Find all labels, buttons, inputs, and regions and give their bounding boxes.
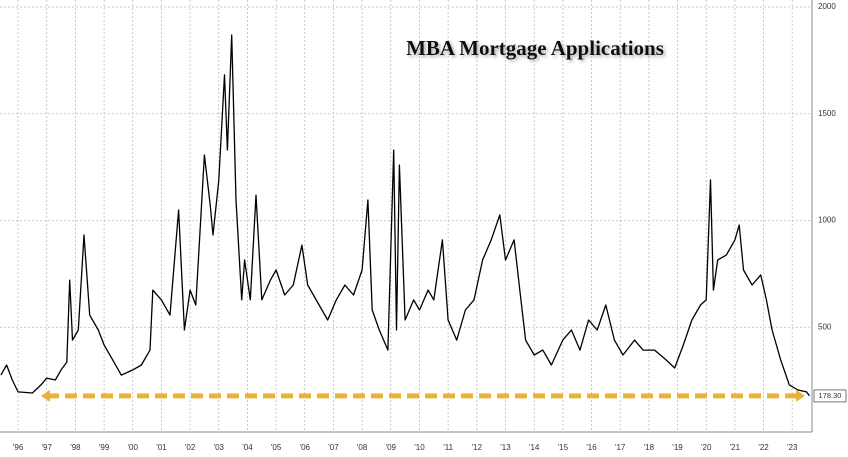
x-tick-label: '14 bbox=[529, 443, 540, 452]
x-tick-label: '16 bbox=[586, 443, 597, 452]
x-tick-label: '03 bbox=[214, 443, 225, 452]
x-tick-label: '20 bbox=[701, 443, 712, 452]
x-tick-label: '19 bbox=[672, 443, 683, 452]
x-tick-label: '05 bbox=[271, 443, 282, 452]
x-tick-label: '06 bbox=[300, 443, 311, 452]
x-tick-label: '04 bbox=[242, 443, 253, 452]
x-tick-label: '18 bbox=[644, 443, 655, 452]
y-tick-label: 1500 bbox=[818, 109, 836, 118]
x-tick-label: '08 bbox=[357, 443, 368, 452]
x-tick-label: '02 bbox=[185, 443, 196, 452]
value-label: 178.30 bbox=[819, 391, 842, 400]
marker-arrow bbox=[796, 389, 805, 402]
value-badge bbox=[813, 389, 847, 403]
x-tick-label: '23 bbox=[787, 443, 798, 452]
x-tick-label: '98 bbox=[70, 443, 81, 452]
y-tick-label: 2000 bbox=[818, 2, 836, 11]
x-tick-label: '96 bbox=[13, 443, 24, 452]
x-tick-label: '11 bbox=[443, 443, 453, 452]
x-tick-label: '10 bbox=[414, 443, 425, 452]
x-tick-label: '21 bbox=[730, 443, 741, 452]
marker-arrow bbox=[41, 389, 51, 402]
x-tick-label: '13 bbox=[500, 443, 511, 452]
x-tick-label: '15 bbox=[558, 443, 569, 452]
x-tick-label: '01 bbox=[156, 443, 167, 452]
chart-title: MBA Mortgage Applications bbox=[406, 36, 664, 60]
x-tick-label: '07 bbox=[328, 443, 339, 452]
line bbox=[0, 34, 810, 397]
x-tick-label: '22 bbox=[758, 443, 769, 452]
y-tick-label: 500 bbox=[818, 322, 832, 331]
x-tick-label: '17 bbox=[615, 443, 626, 452]
x-tick-label: '09 bbox=[386, 443, 397, 452]
x-tick-label: '97 bbox=[42, 443, 53, 452]
x-tick-label: '00 bbox=[128, 443, 139, 452]
x-tick-label: '12 bbox=[472, 443, 483, 452]
y-tick-label: 1000 bbox=[818, 216, 836, 225]
x-tick-label: '99 bbox=[99, 443, 110, 452]
